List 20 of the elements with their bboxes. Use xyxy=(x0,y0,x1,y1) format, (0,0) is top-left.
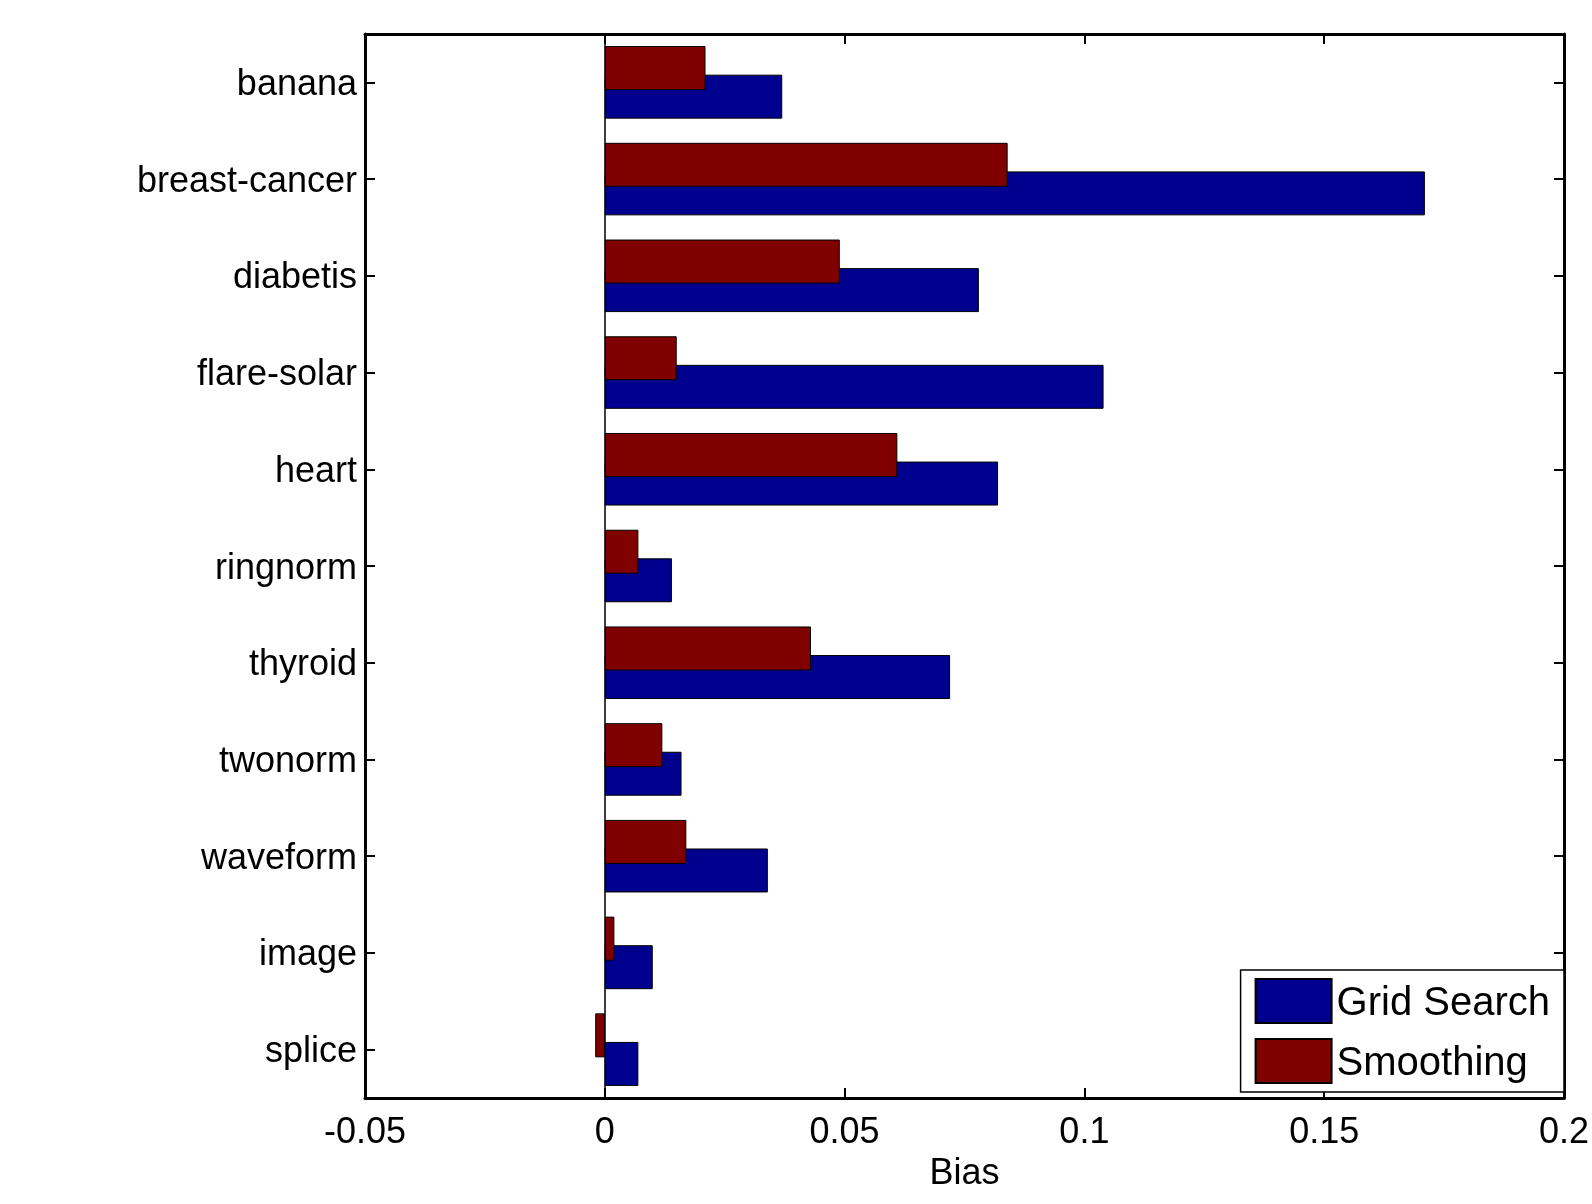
x-tick-label: 0.15 xyxy=(1289,1109,1360,1151)
x-tick-label: 0.05 xyxy=(809,1109,880,1151)
y-tick-label: breast-cancer xyxy=(136,158,357,200)
y-tick-label: splice xyxy=(264,1029,357,1071)
y-tick-label: banana xyxy=(236,61,358,103)
y-tick-label: waveform xyxy=(199,835,357,877)
y-tick-label: thyroid xyxy=(248,642,357,684)
x-tick-label: 0 xyxy=(594,1109,615,1151)
legend-label: Smoothing xyxy=(1336,1039,1528,1083)
y-tick-label: image xyxy=(258,932,357,974)
y-tick-label: ringnorm xyxy=(214,545,357,587)
y-tick-label: heart xyxy=(274,448,357,490)
x-axis-title: Bias xyxy=(929,1150,1000,1192)
legend-label: Grid Search xyxy=(1336,979,1550,1023)
x-tick-label: -0.05 xyxy=(323,1109,407,1151)
y-tick-label: diabetis xyxy=(232,255,357,297)
x-tick-label: 0.1 xyxy=(1059,1109,1110,1151)
y-tick-label: flare-solar xyxy=(196,352,357,394)
x-tick-label: 0.2 xyxy=(1538,1109,1589,1151)
y-tick-label: twonorm xyxy=(218,738,357,780)
